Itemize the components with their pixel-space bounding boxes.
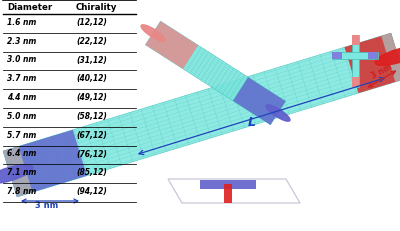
Text: (31,12): (31,12) bbox=[76, 55, 107, 64]
Text: (67,12): (67,12) bbox=[76, 130, 107, 139]
Polygon shape bbox=[3, 130, 87, 197]
Text: (58,12): (58,12) bbox=[76, 111, 107, 120]
Bar bbox=[352, 36, 359, 46]
Bar bbox=[352, 36, 359, 88]
Text: (40,12): (40,12) bbox=[76, 74, 107, 83]
Text: Diameter: Diameter bbox=[7, 3, 52, 12]
Text: 5.0 nm: 5.0 nm bbox=[7, 111, 36, 120]
Bar bbox=[368, 53, 378, 60]
Text: 3 nm: 3 nm bbox=[35, 200, 58, 209]
Bar bbox=[352, 78, 359, 88]
Text: (49,12): (49,12) bbox=[76, 93, 107, 102]
Polygon shape bbox=[146, 22, 286, 125]
Text: Chirality: Chirality bbox=[76, 3, 117, 12]
Text: L: L bbox=[248, 116, 256, 128]
Text: 7.1 nm: 7.1 nm bbox=[7, 167, 36, 176]
Polygon shape bbox=[344, 34, 400, 94]
Text: 2.3 nm: 2.3 nm bbox=[7, 36, 36, 46]
Text: (12,12): (12,12) bbox=[76, 18, 107, 27]
Text: 3.7 nm: 3.7 nm bbox=[7, 74, 36, 83]
Text: (94,12): (94,12) bbox=[76, 186, 107, 195]
Text: (22,12): (22,12) bbox=[76, 36, 107, 46]
Polygon shape bbox=[381, 34, 400, 82]
Ellipse shape bbox=[266, 105, 290, 122]
Polygon shape bbox=[270, 102, 286, 125]
Polygon shape bbox=[3, 147, 32, 197]
Bar bbox=[200, 180, 256, 189]
Polygon shape bbox=[3, 34, 400, 197]
Bar bbox=[224, 184, 232, 203]
Text: 4.4 nm: 4.4 nm bbox=[7, 93, 36, 102]
Polygon shape bbox=[233, 78, 286, 125]
Text: 7.8 nm: 7.8 nm bbox=[7, 186, 36, 195]
Bar bbox=[332, 53, 378, 60]
Text: (76,12): (76,12) bbox=[76, 149, 107, 158]
Ellipse shape bbox=[0, 165, 33, 184]
Text: 1.6 nm: 1.6 nm bbox=[7, 18, 36, 27]
Polygon shape bbox=[146, 22, 198, 70]
Text: 5.7 nm: 5.7 nm bbox=[7, 130, 36, 139]
Ellipse shape bbox=[141, 26, 165, 42]
Bar bbox=[332, 53, 342, 60]
Text: (85,12): (85,12) bbox=[76, 167, 107, 176]
Ellipse shape bbox=[375, 47, 400, 66]
Text: 3 nm: 3 nm bbox=[370, 62, 394, 81]
Text: 3.0 nm: 3.0 nm bbox=[7, 55, 36, 64]
Polygon shape bbox=[146, 22, 160, 46]
Text: 6.4 nm: 6.4 nm bbox=[7, 149, 36, 158]
